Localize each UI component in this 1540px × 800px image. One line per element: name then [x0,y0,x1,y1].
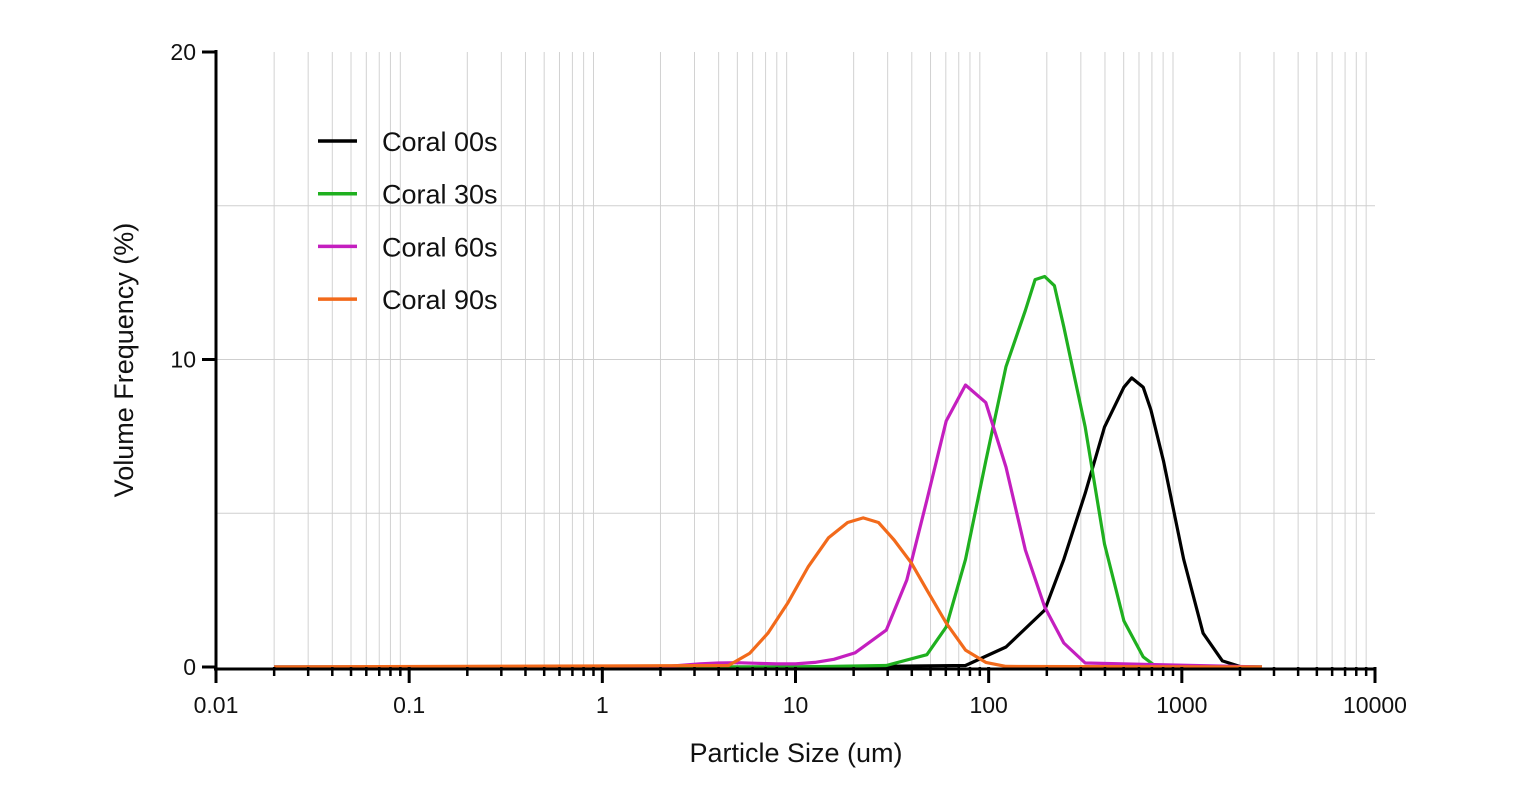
y-tick-label: 10 [170,347,196,373]
y-axis-title: Volume Frequency (%) [109,223,139,498]
x-axis-title: Particle Size (um) [689,738,902,768]
axes: 0.01 0.1 1 10 100 1000 10000 0 10 20 [170,39,1407,718]
series-line-1 [274,274,1263,669]
x-tick-label: 1000 [1156,692,1207,718]
x-tick-label: 10 [783,692,809,718]
series-line-2 [274,383,1263,669]
y-tick-label: 0 [183,654,196,680]
grid [216,52,1375,667]
series-lines [274,274,1263,669]
series-line-3 [274,516,1263,669]
x-tick-label: 0.01 [194,692,239,718]
legend: Coral 00s Coral 30s Coral 60s Coral 90s [318,127,498,315]
x-tick-label: 1 [596,692,609,718]
x-tick-label: 0.1 [393,692,425,718]
y-tick-label: 20 [170,39,196,65]
legend-label: Coral 00s [382,127,498,157]
series-line-0 [274,376,1262,669]
x-tick-label: 10000 [1343,692,1407,718]
x-tick-label: 100 [969,692,1007,718]
legend-label: Coral 30s [382,180,498,210]
legend-label: Coral 90s [382,285,498,315]
legend-label: Coral 60s [382,232,498,262]
